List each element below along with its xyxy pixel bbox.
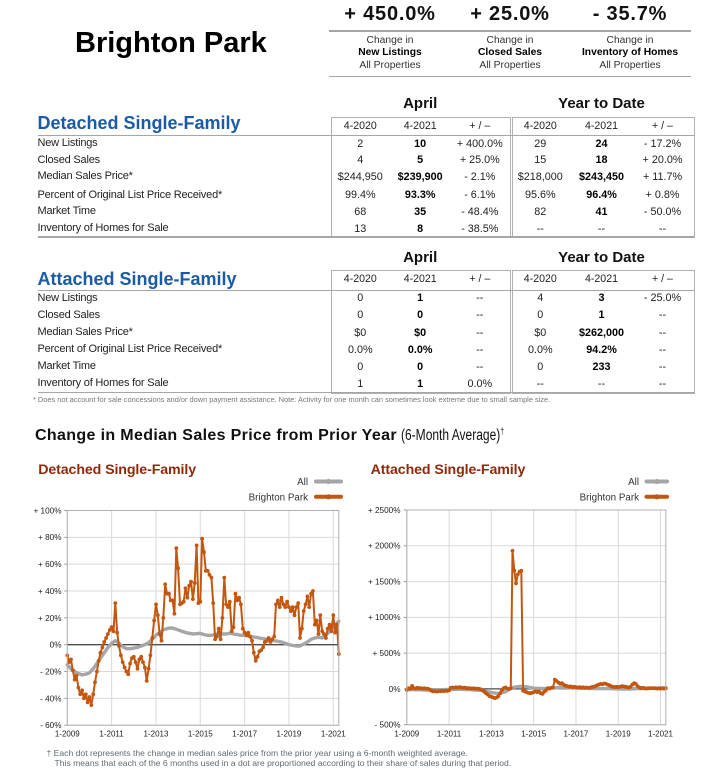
svg-text:All: All xyxy=(628,477,639,488)
svg-text:Brighton Park: Brighton Park xyxy=(580,492,639,503)
svg-text:+ 80%: + 80% xyxy=(38,533,61,542)
svg-text:+ 60%: + 60% xyxy=(38,560,61,569)
svg-text:1-2015: 1-2015 xyxy=(521,729,546,738)
svg-text:Brighton Park: Brighton Park xyxy=(249,492,308,503)
svg-text:+ 40%: + 40% xyxy=(38,587,61,596)
svg-text:1-2017: 1-2017 xyxy=(563,729,588,738)
svg-text:1-2013: 1-2013 xyxy=(144,729,169,738)
svg-text:All: All xyxy=(297,477,308,488)
svg-text:+ 1000%: + 1000% xyxy=(368,613,401,622)
svg-text:0%: 0% xyxy=(389,685,401,694)
svg-text:1-2021: 1-2021 xyxy=(321,729,346,738)
svg-text:1-2017: 1-2017 xyxy=(232,729,257,738)
svg-text:+ 100%: + 100% xyxy=(34,506,62,515)
svg-text:+ 20%: + 20% xyxy=(38,614,61,623)
svg-text:- 20%: - 20% xyxy=(40,667,61,676)
svg-text:- 40%: - 40% xyxy=(40,694,61,703)
svg-text:1-2009: 1-2009 xyxy=(394,729,419,738)
svg-text:+ 2000%: + 2000% xyxy=(368,542,401,551)
svg-text:1-2011: 1-2011 xyxy=(437,729,462,738)
svg-text:1-2013: 1-2013 xyxy=(479,729,504,738)
svg-text:- 60%: - 60% xyxy=(40,721,61,730)
svg-text:1-2021: 1-2021 xyxy=(648,729,673,738)
svg-text:0%: 0% xyxy=(50,641,62,650)
svg-text:+ 500%: + 500% xyxy=(373,649,401,658)
svg-text:+ 1500%: + 1500% xyxy=(368,578,401,587)
svg-text:1-2019: 1-2019 xyxy=(606,729,631,738)
svg-text:- 500%: - 500% xyxy=(375,721,401,730)
svg-text:1-2019: 1-2019 xyxy=(276,729,301,738)
svg-text:1-2009: 1-2009 xyxy=(55,729,80,738)
svg-text:1-2011: 1-2011 xyxy=(99,729,124,738)
svg-text:1-2015: 1-2015 xyxy=(188,729,213,738)
svg-text:+ 2500%: + 2500% xyxy=(368,506,401,515)
